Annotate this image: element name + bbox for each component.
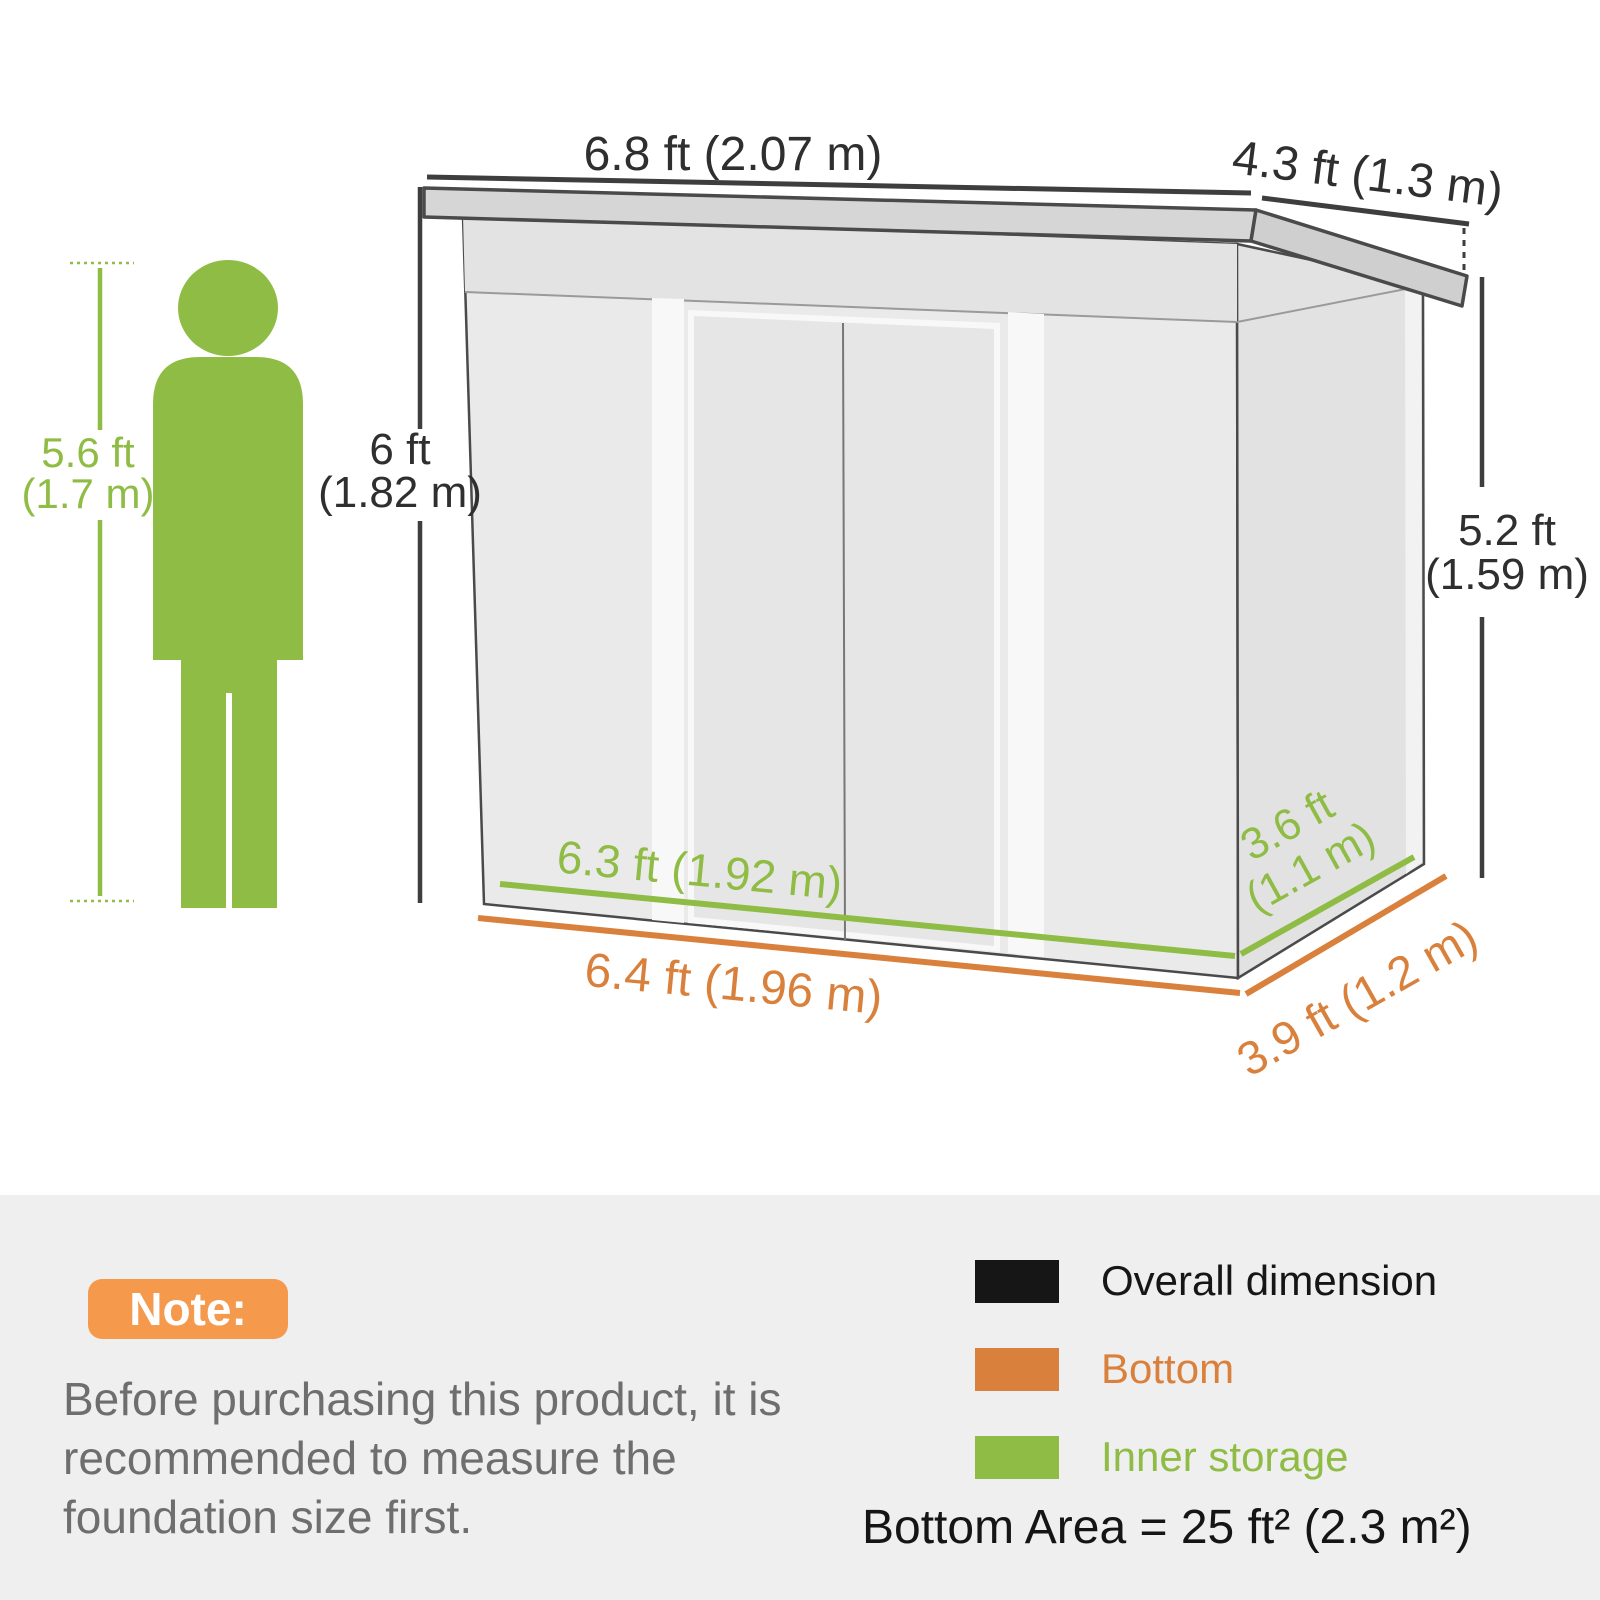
diagram-canvas: 5.6 ft (1.7 m): [21, 128, 1589, 1086]
inner-width-line: [499, 881, 1236, 959]
legend-label-bottom: Bottom: [1101, 1345, 1235, 1392]
front-height-label-line2: (1.82 m): [318, 468, 482, 517]
inner-storage-lines: [499, 854, 1416, 959]
person-silhouette: [153, 260, 303, 908]
shed-dimension-diagram: 5.6 ft (1.7 m): [21, 128, 1589, 1086]
shed-drawing: [422, 186, 1469, 981]
note-badge: Note:: [88, 1279, 288, 1339]
bottom-swatch: [975, 1347, 1059, 1391]
legend-label-inner-storage: Inner storage: [1101, 1433, 1349, 1480]
bottom-area-text: Bottom Area = 25 ft² (2.3 m²): [862, 1501, 1472, 1554]
dim-line-roof-depth: [1261, 195, 1470, 227]
roof-depth-label: 4.3 ft (1.3 m): [1229, 131, 1506, 218]
bottom-width-line: [477, 915, 1241, 996]
bottom-depth-line: [1244, 873, 1448, 997]
rear-height-label-line2: (1.59 m): [1425, 550, 1589, 599]
person-height-label-line1: 5.6 ft: [41, 429, 135, 476]
legend: Overall dimension Bottom Inner storage: [975, 1257, 1437, 1521]
overall-dimension-lines: [417, 174, 1485, 903]
person-height-label-line2: (1.7 m): [21, 470, 154, 517]
overall-width-label: 6.8 ft (2.07 m): [584, 128, 883, 181]
shed-side-trim-strip: [1405, 291, 1422, 874]
person-head: [178, 260, 278, 356]
note-badge-label: Note:: [129, 1283, 247, 1335]
legend-row-inner-storage: Inner storage: [975, 1433, 1437, 1481]
info-section: Note: Before purchasing this product, it…: [0, 1195, 1600, 1600]
legend-row-bottom: Bottom: [975, 1345, 1437, 1393]
front-height-label-line1: 6 ft: [369, 425, 430, 474]
shed-roof-slope-fascia: [1249, 208, 1469, 308]
note-body-text: Before purchasing this product, it is re…: [63, 1373, 782, 1543]
rear-height-label-line1: 5.2 ft: [1458, 506, 1556, 555]
shed-side-ceiling-line: [1236, 285, 1422, 323]
legend-row-overall: Overall dimension: [975, 1257, 1437, 1305]
person-height-dimension: 5.6 ft (1.7 m): [21, 261, 155, 903]
shed-header-band-line: [464, 291, 1238, 323]
shed-door-center-line: [842, 322, 846, 942]
shed-front-trim-strip-left: [652, 298, 684, 923]
bottom-dimension-lines: [477, 873, 1448, 997]
overall-dimension-swatch: [975, 1259, 1059, 1303]
person-torso: [153, 357, 303, 660]
inner-depth-line: [1239, 854, 1416, 957]
legend-label-overall: Overall dimension: [1101, 1257, 1438, 1304]
shed-front-header-band: [463, 216, 1237, 322]
shed-front-trim-strip-right: [1008, 312, 1044, 957]
dim-line-overall-width: [426, 174, 1252, 196]
inner-storage-swatch: [975, 1435, 1059, 1479]
